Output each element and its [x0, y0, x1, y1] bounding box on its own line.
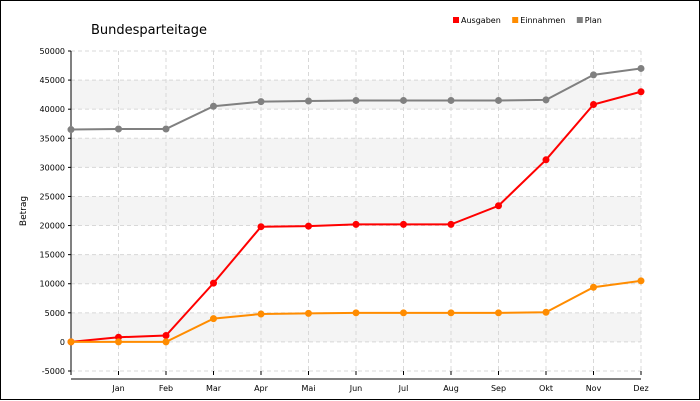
point-einnahmen: [542, 308, 550, 316]
point-einnahmen: [67, 338, 75, 346]
point-einnahmen: [495, 309, 502, 317]
legend-label-einnahmen: Einnahmen: [520, 16, 565, 25]
point-einnahmen: [305, 309, 312, 317]
y-axis-label: Betrag: [19, 196, 29, 226]
legend-label-plan: Plan: [585, 16, 602, 25]
legend-swatch-einnahmen: [512, 17, 519, 23]
point-einnahmen: [115, 338, 122, 346]
point-plan: [162, 125, 170, 133]
legend-swatch-ausgaben: [453, 17, 459, 23]
y-tick-label: 25000: [40, 192, 65, 201]
point-ausgaben: [590, 101, 597, 109]
x-tick-label: Jan: [111, 384, 124, 393]
x-tick-label: Okt: [539, 384, 553, 393]
point-ausgaben: [162, 332, 170, 340]
point-ausgaben: [210, 279, 217, 287]
point-einnahmen: [210, 315, 217, 323]
x-tick-label: Sep: [491, 384, 506, 393]
y-tick-label: 10000: [40, 280, 65, 289]
point-ausgaben: [542, 156, 550, 164]
y-tick-label: 0: [60, 338, 65, 347]
point-plan: [495, 96, 502, 104]
x-tick-label: Jul: [398, 384, 409, 393]
x-tick-label: Aug: [443, 384, 459, 393]
point-plan: [352, 96, 360, 104]
x-tick-label: Mar: [206, 384, 222, 393]
point-plan: [637, 64, 645, 72]
x-tick-label: Feb: [159, 384, 173, 393]
y-tick-label: 45000: [40, 76, 65, 85]
y-tick-label: -5000: [42, 367, 65, 376]
point-plan: [590, 71, 597, 79]
point-einnahmen: [352, 309, 360, 317]
y-tick-label: 20000: [40, 222, 65, 231]
legend-swatch-plan: [576, 17, 583, 23]
x-tick-label: Dez: [633, 384, 648, 393]
x-tick-label: Jun: [349, 384, 363, 393]
chart-title: Bundesparteitage: [91, 23, 207, 38]
point-ausgaben: [352, 220, 360, 228]
point-einnahmen: [257, 310, 265, 318]
point-plan: [67, 126, 75, 134]
point-plan: [305, 97, 312, 105]
point-einnahmen: [400, 309, 407, 317]
point-plan: [447, 96, 455, 104]
legend: Ausgaben Einnahmen Plan: [453, 16, 602, 25]
point-ausgaben: [305, 222, 312, 230]
y-tick-label: 50000: [40, 47, 65, 56]
point-ausgaben: [400, 220, 407, 228]
point-plan: [400, 96, 407, 104]
y-tick-label: 15000: [40, 251, 65, 260]
point-ausgaben: [257, 223, 265, 231]
point-einnahmen: [447, 309, 455, 317]
y-tick-label: 40000: [40, 105, 65, 114]
y-tick-label: 30000: [40, 163, 65, 172]
point-einnahmen: [637, 277, 645, 285]
x-tick-label: Apr: [254, 384, 269, 393]
legend-label-ausgaben: Ausgaben: [461, 16, 501, 25]
point-ausgaben: [447, 220, 455, 228]
point-ausgaben: [637, 88, 645, 96]
point-plan: [115, 125, 122, 133]
point-plan: [210, 102, 217, 110]
x-tick-label: Mai: [301, 384, 315, 393]
y-tick-label: 35000: [40, 134, 65, 143]
y-tick-label: 5000: [45, 309, 65, 318]
point-einnahmen: [162, 338, 170, 346]
point-plan: [257, 98, 265, 106]
x-tick-label: Nov: [586, 384, 602, 393]
point-ausgaben: [495, 202, 502, 210]
point-einnahmen: [590, 283, 597, 291]
point-plan: [542, 96, 550, 104]
